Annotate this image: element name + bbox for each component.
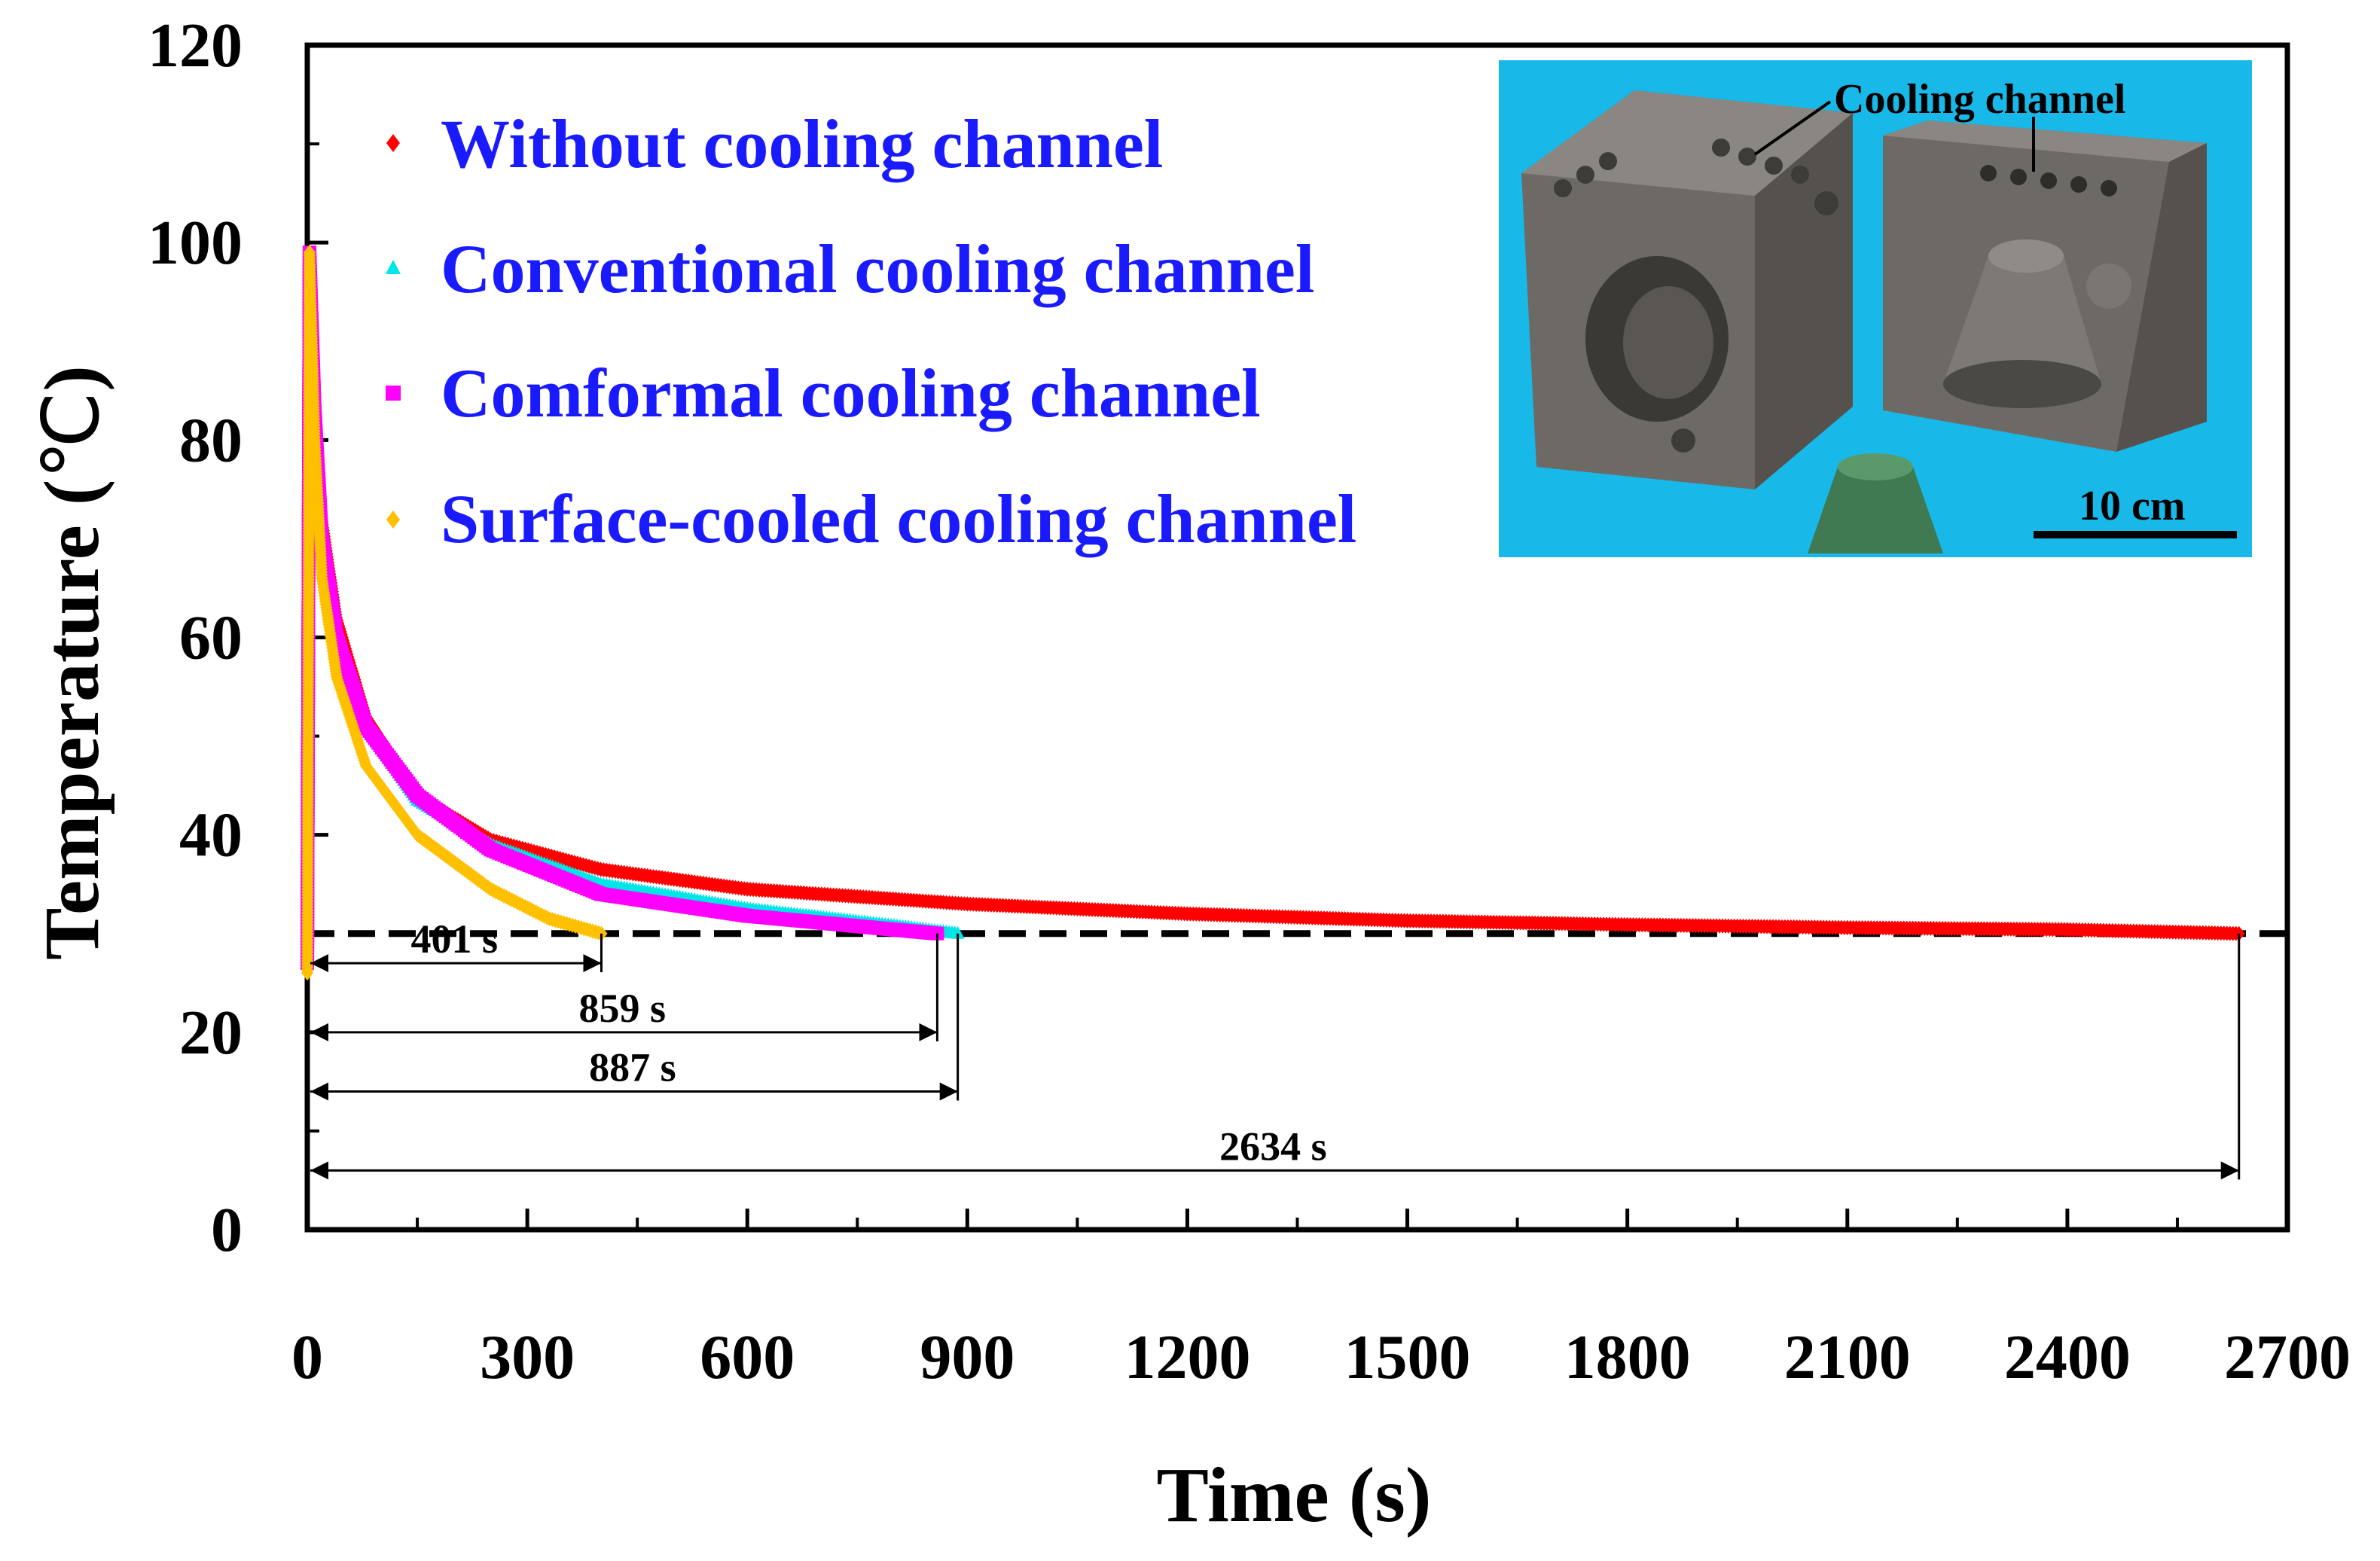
series-diamond-3 — [301, 245, 608, 981]
annotation-group: 401 s 859 s 887 s 2634 s — [310, 916, 2241, 1180]
y-tick-label: 100 — [148, 208, 243, 278]
legend-label-conventional: Conventional cooling channel — [441, 230, 1314, 307]
legend-item-surface: Surface-cooled cooling channel — [386, 480, 1356, 557]
annotation-label: 887 s — [589, 1044, 676, 1090]
legend: Without cooling channel Conventional coo… — [386, 105, 1356, 557]
legend-label-comformal: Comformal cooling channel — [441, 355, 1261, 431]
svg-text:Temperature (℃): Temperature (℃) — [29, 365, 115, 960]
inset-channel-label: Cooling channel — [1834, 76, 2125, 123]
legend-item-without: Without cooling channel — [386, 105, 1163, 182]
molded-part-icon — [1808, 453, 1943, 553]
y-tick-label: 40 — [179, 800, 243, 870]
x-tick-label: 2400 — [2004, 1322, 2131, 1392]
annotation-label: 401 s — [410, 916, 498, 962]
legend-item-conventional: Conventional cooling channel — [386, 230, 1314, 307]
x-tick-label: 1500 — [1344, 1322, 1471, 1392]
x-axis-title: Time (s) — [1157, 1452, 1432, 1538]
x-tick-label: 1800 — [1564, 1322, 1691, 1392]
y-axis-title-unit: ℃ — [29, 392, 115, 480]
channel-pointer-line — [1753, 100, 1832, 156]
data-point — [950, 925, 965, 939]
x-tick-label: 300 — [480, 1322, 575, 1392]
mold-left-icon — [1521, 90, 1853, 489]
series-triangle-1 — [301, 245, 965, 969]
annotation-label: 859 s — [578, 986, 666, 1031]
y-tick-label: 120 — [148, 11, 243, 81]
x-tick-label: 600 — [700, 1322, 795, 1392]
x-tick-label: 2700 — [2224, 1322, 2351, 1392]
mold-right-icon — [1883, 120, 2207, 452]
y-axis-title: Temperature (℃) — [29, 365, 115, 960]
legend-marker-without — [386, 134, 400, 152]
legend-marker-conventional — [386, 260, 401, 274]
legend-label-surface: Surface-cooled cooling channel — [441, 480, 1356, 557]
legend-label-without: Without cooling channel — [441, 105, 1163, 182]
y-tick-label: 20 — [179, 998, 243, 1068]
x-tick-label: 900 — [920, 1322, 1015, 1392]
legend-item-comformal: Comformal cooling channel — [386, 355, 1261, 431]
legend-marker-comformal — [386, 386, 401, 401]
y-tick-label: 60 — [179, 603, 243, 673]
x-tick-label: 2100 — [1784, 1322, 1911, 1392]
y-tick-label: 80 — [179, 405, 243, 475]
scale-bar-label: 10 cm — [2079, 483, 2186, 529]
inset-photo: Cooling channel 10 cm — [1499, 60, 2252, 557]
y-axis-title-close: ) — [29, 365, 115, 392]
x-tick-label: 0 — [291, 1322, 323, 1392]
data-series-group — [301, 245, 2245, 981]
annotation-label: 2634 s — [1219, 1123, 1327, 1169]
y-axis-title-main: Temperature ( — [29, 480, 115, 960]
legend-marker-surface — [386, 511, 400, 529]
axes-group: 0 300 600 900 1200 1500 1800 2100 2400 2700 0 20 40 6… — [148, 11, 2351, 1392]
y-tick-label: 0 — [211, 1195, 243, 1265]
x-tick-label: 1200 — [1124, 1322, 1250, 1392]
